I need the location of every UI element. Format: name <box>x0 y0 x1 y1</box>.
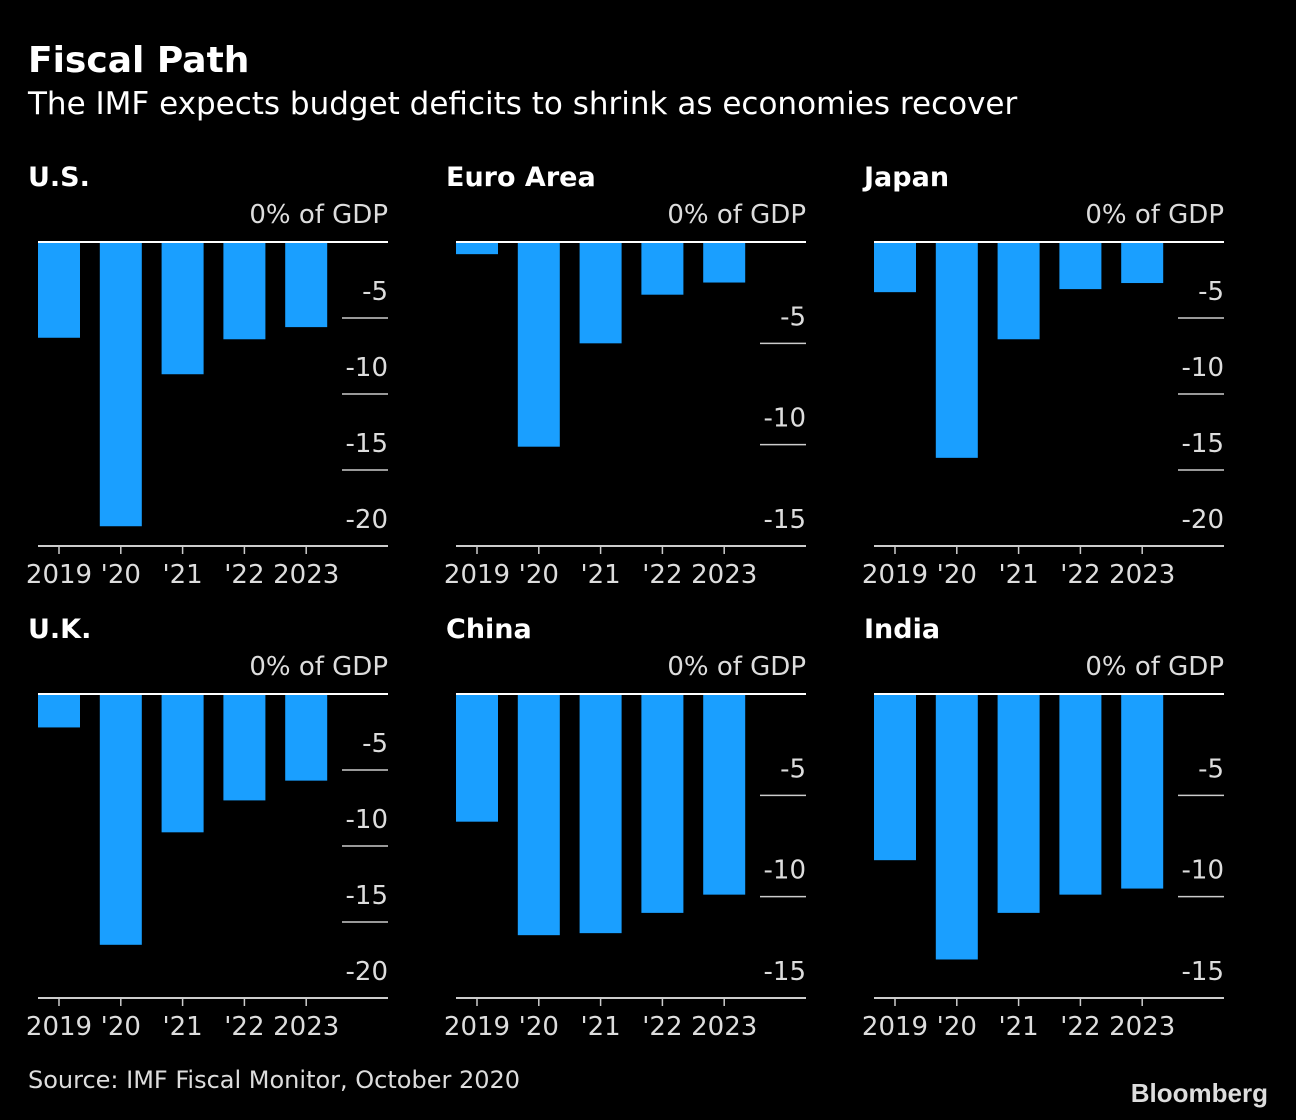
bar <box>456 243 498 255</box>
x-tick-label: '20 <box>937 560 977 590</box>
bar <box>285 695 328 781</box>
y-tick-label: -5 <box>362 729 388 759</box>
x-tick-label: '20 <box>101 1012 141 1042</box>
x-tick-label: 2019 <box>862 560 928 590</box>
x-tick-label: 2023 <box>273 560 339 590</box>
bar <box>1059 695 1102 895</box>
y-tick-label: -5 <box>1198 277 1224 307</box>
bar <box>38 243 80 338</box>
x-tick-label: 2023 <box>273 1012 339 1042</box>
x-tick-label: '21 <box>162 1012 202 1042</box>
x-tick-label: 2023 <box>691 560 757 590</box>
x-tick-label: '21 <box>580 560 620 590</box>
panel-title: U.K. <box>28 614 91 645</box>
y-tick-label: -5 <box>780 302 806 332</box>
y-tick-label: -5 <box>780 754 806 784</box>
x-tick-label: '22 <box>642 560 682 590</box>
x-tick-label: '20 <box>101 560 141 590</box>
chart-title: Fiscal Path <box>28 40 250 81</box>
bar <box>161 243 204 375</box>
y-tick-label: -10 <box>346 353 388 383</box>
x-tick-label: '20 <box>519 560 559 590</box>
bar <box>997 695 1040 913</box>
x-tick-label: '22 <box>224 560 264 590</box>
x-tick-label: '21 <box>580 1012 620 1042</box>
bar <box>703 243 746 283</box>
y-tick-label: -15 <box>346 881 388 911</box>
bar <box>703 695 746 895</box>
x-tick-label: 2023 <box>1109 560 1175 590</box>
y-tick-label: -20 <box>346 957 388 987</box>
bar <box>1121 243 1164 284</box>
bar <box>285 243 328 328</box>
y-tick-label: -5 <box>1198 754 1224 784</box>
x-tick-label: '22 <box>1060 1012 1100 1042</box>
x-tick-label: '22 <box>224 1012 264 1042</box>
x-tick-label: 2019 <box>444 1012 510 1042</box>
bar <box>223 243 266 340</box>
bar <box>874 695 916 861</box>
y-tick-label: -10 <box>764 856 806 886</box>
bar <box>935 243 978 458</box>
y-tick-label: -10 <box>1182 856 1224 886</box>
x-tick-label: 2019 <box>26 1012 92 1042</box>
y-tick-label: -5 <box>362 277 388 307</box>
x-tick-label: '20 <box>519 1012 559 1042</box>
x-tick-label: '22 <box>642 1012 682 1042</box>
y-tick-label: -15 <box>764 505 806 535</box>
bar <box>517 695 560 936</box>
x-tick-label: 2023 <box>691 1012 757 1042</box>
x-tick-label: 2019 <box>444 560 510 590</box>
bar <box>935 695 978 960</box>
bar <box>579 695 622 934</box>
panel-title: U.S. <box>28 162 90 193</box>
bar <box>223 695 266 801</box>
bar <box>874 243 916 293</box>
bar <box>161 695 204 833</box>
y-tick-label: -15 <box>346 429 388 459</box>
y-axis-label: 0% of GDP <box>249 652 388 682</box>
x-tick-label: '21 <box>998 1012 1038 1042</box>
panel-title: India <box>864 614 940 645</box>
bar <box>641 695 684 913</box>
panel-title: Euro Area <box>446 162 596 193</box>
y-tick-label: -10 <box>764 404 806 434</box>
bar <box>99 243 142 527</box>
x-tick-label: '21 <box>162 560 202 590</box>
x-tick-label: 2019 <box>26 560 92 590</box>
bar <box>997 243 1040 340</box>
panel-title: Japan <box>862 162 949 193</box>
bar <box>456 695 498 822</box>
y-axis-label: 0% of GDP <box>667 652 806 682</box>
x-tick-label: 2019 <box>862 1012 928 1042</box>
chart-subtitle: The IMF expects budget deficits to shrin… <box>28 86 1018 122</box>
bar <box>1121 695 1164 889</box>
x-tick-label: '20 <box>937 1012 977 1042</box>
y-tick-label: -20 <box>346 505 388 535</box>
y-tick-label: -15 <box>1182 957 1224 987</box>
source-note: Source: IMF Fiscal Monitor, October 2020 <box>28 1066 521 1094</box>
x-tick-label: 2023 <box>1109 1012 1175 1042</box>
bar <box>517 243 560 447</box>
panel-title: China <box>446 614 532 645</box>
bloomberg-logo: Bloomberg <box>1130 1078 1268 1108</box>
y-axis-label: 0% of GDP <box>1085 652 1224 682</box>
bar <box>1059 243 1102 290</box>
bar <box>641 243 684 295</box>
x-tick-label: '21 <box>998 560 1038 590</box>
bar <box>99 695 142 945</box>
y-axis-label: 0% of GDP <box>667 200 806 230</box>
y-tick-label: -10 <box>1182 353 1224 383</box>
y-tick-label: -15 <box>764 957 806 987</box>
x-tick-label: '22 <box>1060 560 1100 590</box>
y-axis-label: 0% of GDP <box>249 200 388 230</box>
bar <box>38 695 80 728</box>
y-tick-label: -15 <box>1182 429 1224 459</box>
y-tick-label: -20 <box>1182 505 1224 535</box>
y-tick-label: -10 <box>346 805 388 835</box>
y-axis-label: 0% of GDP <box>1085 200 1224 230</box>
bar <box>579 243 622 344</box>
